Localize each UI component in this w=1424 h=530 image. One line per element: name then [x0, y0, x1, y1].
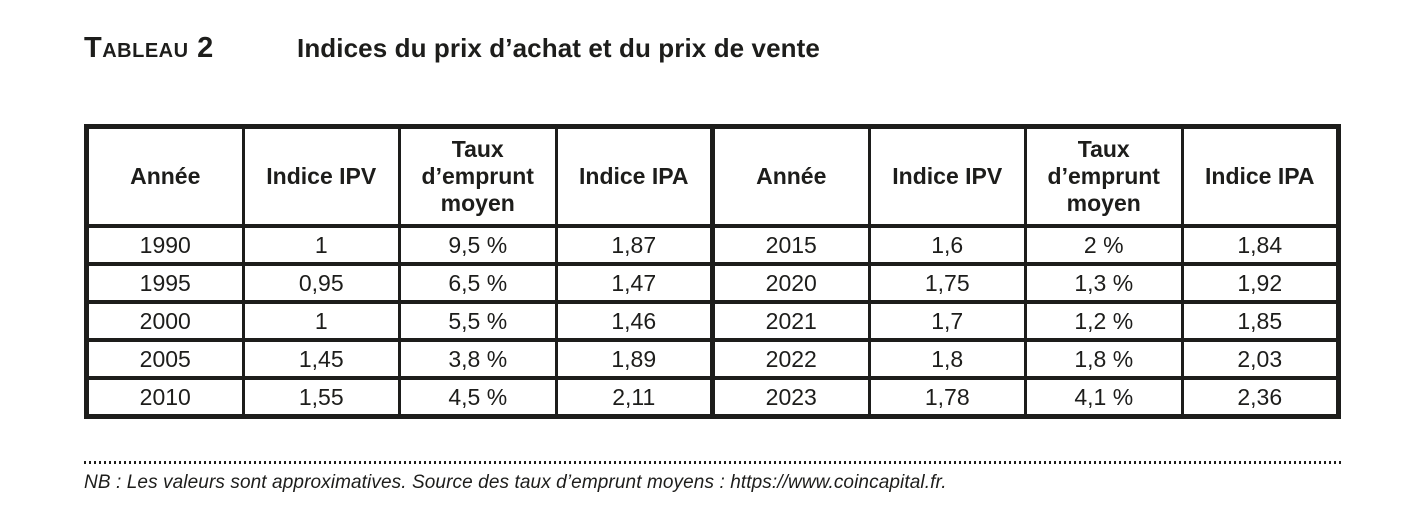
column-header-indice-ipv: Indice IPV [867, 124, 1027, 228]
table-cell: 1,85 [1180, 300, 1340, 342]
price-index-table: Année Indice IPV Taux d’emprunt moyen In… [84, 124, 1341, 419]
dotted-divider [84, 461, 1341, 464]
table-cell: 1,55 [241, 376, 401, 419]
table-cell: 0,95 [241, 262, 401, 304]
table-cell: 1,8 [867, 338, 1027, 380]
table-row: 1990 1 9,5 % 1,87 2015 1,6 2 % 1,84 [85, 224, 1340, 266]
table-cell: 1 [241, 300, 401, 342]
table-cell: 1995 [85, 262, 245, 304]
table-cell: 2020 [711, 262, 871, 304]
table-row: 2010 1,55 4,5 % 2,11 2023 1,78 4,1 % 2,3… [85, 376, 1340, 419]
table-cell: 1990 [85, 224, 245, 266]
table-cell: 2,11 [554, 376, 715, 419]
table-cell: 1,47 [554, 262, 715, 304]
column-header-annee: Année [711, 124, 871, 228]
table-row: 2005 1,45 3,8 % 1,89 2022 1,8 1,8 % 2,03 [85, 338, 1340, 380]
table-cell: 1,89 [554, 338, 715, 380]
table-row: 1995 0,95 6,5 % 1,47 2020 1,75 1,3 % 1,9… [85, 262, 1340, 304]
table-cell: 1,46 [554, 300, 715, 342]
table-cell: 2022 [711, 338, 871, 380]
table-cell: 1,2 % [1024, 300, 1184, 342]
column-header-indice-ipa: Indice IPA [554, 124, 715, 228]
table-title: Indices du prix d’achat et du prix de ve… [297, 33, 820, 63]
column-header-indice-ipv: Indice IPV [241, 124, 401, 228]
table-cell: 1 [241, 224, 401, 266]
table-cell: 1,78 [867, 376, 1027, 419]
table-caption: Tableau 2 Indices du prix d’achat et du … [84, 32, 820, 65]
table-cell: 2023 [711, 376, 871, 419]
table-header: Année Indice IPV Taux d’emprunt moyen In… [85, 124, 1340, 228]
table-cell: 1,3 % [1024, 262, 1184, 304]
table-cell: 4,5 % [398, 376, 558, 419]
table-cell: 1,7 [867, 300, 1027, 342]
table-cell: 4,1 % [1024, 376, 1184, 419]
table-cell: 3,8 % [398, 338, 558, 380]
table-cell: 2 % [1024, 224, 1184, 266]
table-cell: 1,45 [241, 338, 401, 380]
table-cell: 6,5 % [398, 262, 558, 304]
table-cell: 1,8 % [1024, 338, 1184, 380]
table-cell: 1,75 [867, 262, 1027, 304]
table-cell: 2010 [85, 376, 245, 419]
column-header-taux-emprunt: Taux d’emprunt moyen [1024, 124, 1184, 228]
table-cell: 1,87 [554, 224, 715, 266]
table-cell: 1,6 [867, 224, 1027, 266]
column-header-taux-emprunt: Taux d’emprunt moyen [398, 124, 558, 228]
column-header-annee: Année [85, 124, 245, 228]
table-cell: 9,5 % [398, 224, 558, 266]
table-cell: 1,92 [1180, 262, 1340, 304]
table-cell: 2015 [711, 224, 871, 266]
table-body: 1990 1 9,5 % 1,87 2015 1,6 2 % 1,84 1995… [85, 224, 1340, 419]
table-row: 2000 1 5,5 % 1,46 2021 1,7 1,2 % 1,85 [85, 300, 1340, 342]
table-cell: 2,36 [1180, 376, 1340, 419]
footnote: NB : Les valeurs sont approximatives. So… [84, 472, 947, 493]
table-cell: 2000 [85, 300, 245, 342]
table-cell: 5,5 % [398, 300, 558, 342]
table-cell: 2,03 [1180, 338, 1340, 380]
column-header-indice-ipa: Indice IPA [1180, 124, 1340, 228]
table-number-label: Tableau 2 [84, 32, 214, 64]
table-cell: 2021 [711, 300, 871, 342]
table-cell: 1,84 [1180, 224, 1340, 266]
header-row: Année Indice IPV Taux d’emprunt moyen In… [85, 124, 1340, 228]
table-cell: 2005 [85, 338, 245, 380]
